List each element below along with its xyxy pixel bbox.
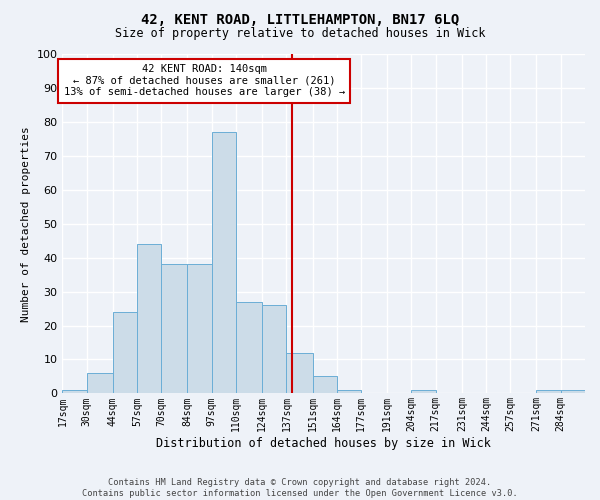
Y-axis label: Number of detached properties: Number of detached properties (21, 126, 31, 322)
Bar (286, 352, 313, 394)
Bar (262, 305, 286, 394)
Text: 42, KENT ROAD, LITTLEHAMPTON, BN17 6LQ: 42, KENT ROAD, LITTLEHAMPTON, BN17 6LQ (141, 12, 459, 26)
Text: Contains HM Land Registry data © Crown copyright and database right 2024.
Contai: Contains HM Land Registry data © Crown c… (82, 478, 518, 498)
X-axis label: Distribution of detached houses by size in Wick: Distribution of detached houses by size … (156, 437, 491, 450)
Bar (137, 244, 161, 394)
Bar (86, 373, 113, 394)
Bar (412, 390, 436, 394)
Bar (536, 390, 561, 394)
Bar (212, 132, 236, 394)
Bar (113, 312, 137, 394)
Bar (187, 264, 212, 394)
Text: Size of property relative to detached houses in Wick: Size of property relative to detached ho… (115, 28, 485, 40)
Bar (337, 390, 361, 394)
Bar (236, 302, 262, 394)
Bar (561, 390, 585, 394)
Bar (161, 264, 187, 394)
Bar (62, 390, 86, 394)
Text: 42 KENT ROAD: 140sqm
← 87% of detached houses are smaller (261)
13% of semi-deta: 42 KENT ROAD: 140sqm ← 87% of detached h… (64, 64, 345, 98)
Bar (313, 376, 337, 394)
